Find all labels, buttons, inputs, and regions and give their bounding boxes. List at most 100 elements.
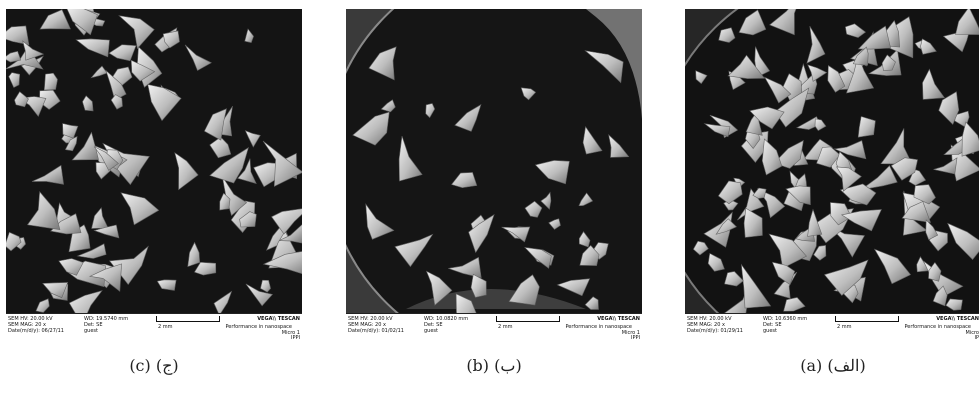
crystal-particle <box>520 87 537 101</box>
crystal-particle <box>737 188 765 221</box>
crystal-particle <box>209 136 232 159</box>
crystal-particle <box>693 240 709 256</box>
crystal-particle <box>219 192 231 211</box>
crystal-particle <box>278 224 302 244</box>
crystal-particle <box>470 273 487 298</box>
sem-databar-a: SEM HV: 20.00 kV SEM MAG: 20 x Date(m/d/y)… <box>685 313 979 341</box>
crystal-particle <box>925 219 939 241</box>
crystal-particle <box>840 209 882 232</box>
sem-det: Det: SE <box>763 322 782 328</box>
crystal-particle <box>82 95 94 112</box>
sem-mag: SEM MAG: 20 x <box>348 322 386 328</box>
sem-hv: SEM HV: 20.00 kV <box>687 316 732 322</box>
crystal-particle <box>752 187 767 199</box>
crystal-particle <box>237 158 257 184</box>
crystal-particle <box>763 76 792 104</box>
brand-label: VEGA\\ TESCAN <box>257 316 300 322</box>
crystal-particle <box>451 172 478 189</box>
sem-mag: SEM MAG: 20 x <box>8 322 46 328</box>
crystal-particle <box>913 184 936 205</box>
sem-micrograph-a <box>685 9 979 313</box>
brand-label: VEGA\\ TESCAN <box>936 316 979 322</box>
crystal-particle <box>162 30 180 49</box>
crystal-particle <box>39 9 71 30</box>
scale-bar <box>496 316 560 322</box>
crystal-particle <box>22 40 45 61</box>
panel-c: SEM HV: 20.00 kV SEM MAG: 20 x Date(m/d/y)… <box>6 9 302 375</box>
crystal-particle <box>738 9 767 36</box>
sem-hv: SEM HV: 20.00 kV <box>348 316 393 322</box>
crystal-particle <box>213 290 233 313</box>
crystal-particle <box>245 283 273 307</box>
crystal-particle <box>109 245 149 285</box>
crystal-particle <box>785 185 811 206</box>
crystal-particle <box>774 87 810 128</box>
crystal-particle <box>398 136 423 182</box>
crystal-particle <box>209 147 249 184</box>
scale-bar-label: 2 mm <box>158 324 173 330</box>
slogan-label: Performance in nanospace <box>225 324 292 330</box>
crystal-particle <box>578 231 591 248</box>
crystal-particle <box>6 50 22 63</box>
crystal-particle <box>194 261 217 276</box>
crystal-particle <box>582 126 603 155</box>
crystal-particle <box>110 94 123 110</box>
crystal-particle <box>813 245 827 261</box>
sem-wd: WD: 10.0820 mm <box>424 316 469 322</box>
slogan-label: Performance in nanospace <box>565 324 632 330</box>
crystal-particle <box>118 15 155 50</box>
crystal-particle <box>108 44 137 62</box>
sem-hv: SEM HV: 20.00 kV <box>8 316 53 322</box>
crystal-particle <box>928 261 942 282</box>
crystal-particle <box>827 65 846 93</box>
crystal-particle <box>454 104 482 132</box>
micro-label: Micro 1 <box>621 330 640 336</box>
brand-label: VEGA\\ TESCAN <box>597 316 640 322</box>
sem-micrograph-b <box>346 9 642 313</box>
crystal-particle <box>816 146 841 168</box>
crystal-particle <box>352 111 390 146</box>
crystal-particle <box>703 123 731 138</box>
crystal-particle <box>718 27 736 43</box>
crystal-particle <box>857 116 876 138</box>
crystal-particle <box>743 207 763 238</box>
crystal-particle <box>68 290 103 313</box>
sem-det: Det: SE <box>84 322 103 328</box>
crystal-particle <box>43 72 58 91</box>
crystal-particle <box>6 25 30 46</box>
micro-label: Micro <box>965 330 979 336</box>
crystal-particle <box>740 263 772 309</box>
crystal-particle <box>814 118 827 131</box>
scale-bar <box>156 316 220 322</box>
crystal-particle <box>695 70 708 85</box>
slogan-label: Performance in nanospace <box>904 324 971 330</box>
crystal-particle <box>271 208 302 235</box>
crystal-particle <box>836 166 862 192</box>
crystal-particle <box>807 208 823 237</box>
crystal-particle <box>839 183 877 206</box>
crystal-particle <box>368 46 397 81</box>
sem-databar-c: SEM HV: 20.00 kV SEM MAG: 20 x Date(m/d/y)… <box>6 313 302 341</box>
crystal-particle <box>783 297 806 312</box>
crystal-particle <box>58 258 84 276</box>
crystal-particle <box>455 293 477 313</box>
crystal-particle <box>761 138 783 176</box>
crystal-particle <box>524 200 543 218</box>
scale-bar <box>835 316 899 322</box>
crystal-particle <box>35 298 50 313</box>
crystal-particle <box>90 65 108 79</box>
crystal-particle <box>262 140 302 187</box>
crystal-particle <box>584 296 599 310</box>
crystal-particle <box>922 68 945 100</box>
crystal-particle <box>901 201 931 223</box>
crystal-particle <box>244 130 261 148</box>
crystal-particle <box>823 259 869 296</box>
crystal-particle <box>8 72 21 88</box>
crystal-particle <box>807 64 828 82</box>
crystal-particle <box>508 274 540 306</box>
crystal-particle <box>174 152 199 191</box>
crystal-particle <box>120 192 160 226</box>
crystal-particle <box>26 191 61 230</box>
crystal-particle <box>66 9 98 36</box>
crystal-particle <box>105 69 127 101</box>
